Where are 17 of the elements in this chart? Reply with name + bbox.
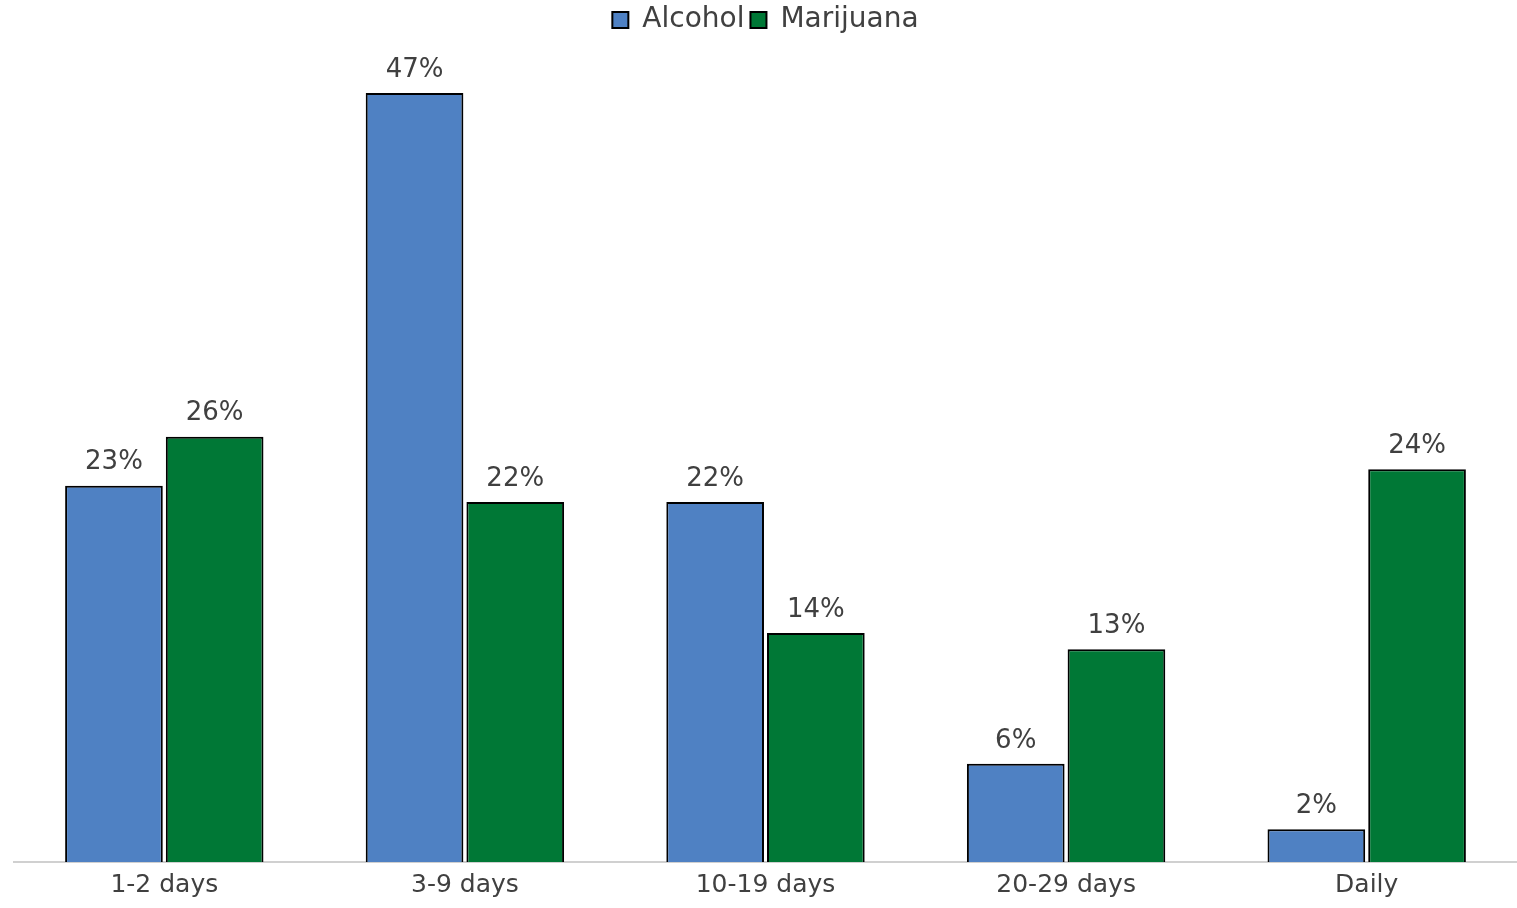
data-label: 6% [995, 723, 1037, 754]
data-label: 22% [486, 461, 545, 492]
legend-label: Alcohol [642, 1, 745, 35]
x-tick-label: 20-29 days [996, 868, 1136, 898]
data-label: 13% [1087, 609, 1146, 640]
data-label: 22% [686, 461, 745, 492]
data-label: 2% [1295, 789, 1337, 820]
data-label: 24% [1388, 429, 1446, 460]
data-label: 47% [385, 52, 444, 83]
data-label: 23% [85, 445, 143, 476]
x-tick-label: 3-9 days [411, 868, 519, 898]
legend-label: Marijuana [780, 1, 919, 35]
x-tick-label: 1-2 days [110, 868, 219, 898]
x-tick-label: Daily [1335, 868, 1399, 898]
data-label: 14% [786, 592, 845, 623]
data-label: 26% [185, 396, 244, 427]
x-tick-label: 10-19 days [695, 868, 836, 898]
